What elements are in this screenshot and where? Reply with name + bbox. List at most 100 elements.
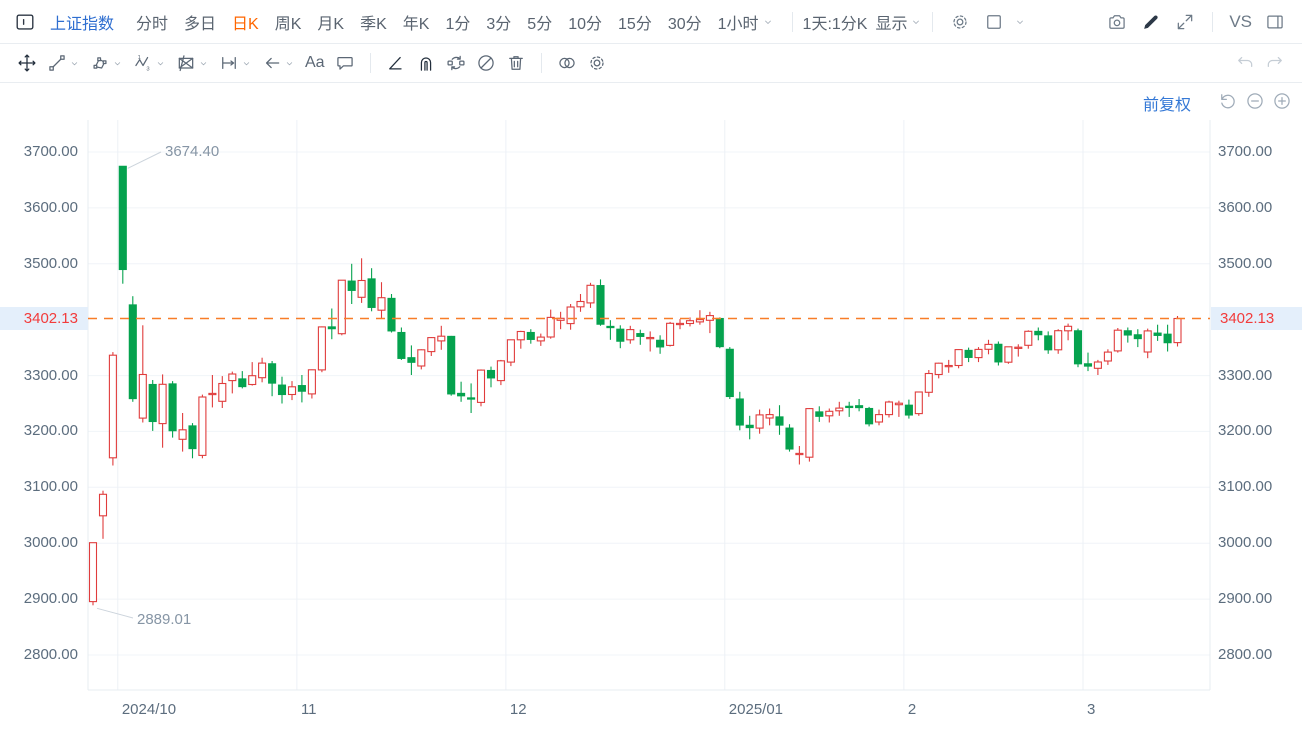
angle-line-icon[interactable]: [381, 53, 411, 73]
sync-drawings-icon[interactable]: [441, 53, 471, 73]
zoom-in-circle-icon[interactable]: [1272, 91, 1292, 111]
y-axis-tick: 3200.00: [1218, 422, 1273, 440]
chevron-down-icon[interactable]: [1014, 16, 1026, 28]
compare-overlay-icon[interactable]: [552, 53, 582, 73]
drawing-settings-gear-icon[interactable]: [582, 53, 612, 73]
y-axis-tick: 2800.00: [23, 646, 78, 663]
display-dropdown[interactable]: 显示: [875, 10, 922, 34]
chevron-down-icon[interactable]: [112, 58, 123, 69]
y-axis-tick: 3000.00: [1218, 534, 1273, 552]
separator: [1212, 11, 1214, 32]
trend-line-icon[interactable]: [42, 53, 85, 73]
zoom-out-circle-icon[interactable]: [1245, 91, 1265, 111]
low-annotation: 2889.01: [96, 607, 191, 628]
reset-view-icon[interactable]: [1218, 91, 1238, 111]
y-axis-tick: 2900.00: [1218, 590, 1273, 608]
tab-6[interactable]: 年K: [402, 15, 430, 33]
right-panel-icon[interactable]: [1262, 9, 1288, 35]
svg-text:2889.01: 2889.01: [137, 611, 191, 628]
chevron-down-icon[interactable]: [69, 58, 80, 69]
tab-7[interactable]: 1分: [445, 15, 471, 33]
x-axis-label: 2: [907, 701, 917, 718]
shape-polygon-icon[interactable]: [85, 53, 128, 73]
period-display-label: 1天:1分K: [802, 15, 868, 33]
separator: [540, 53, 542, 73]
comment-bubble-icon[interactable]: [330, 53, 360, 73]
delete-trash-icon[interactable]: [501, 53, 531, 73]
tab-13[interactable]: 1小时: [710, 10, 782, 34]
chevron-down-icon: [762, 16, 774, 28]
settings-gear-icon[interactable]: [947, 9, 973, 35]
undo-icon[interactable]: [1230, 53, 1260, 73]
tab-0[interactable]: 分时: [136, 15, 169, 33]
arrow-left-icon[interactable]: [257, 53, 300, 73]
y-axis-tick: 3100.00: [1218, 478, 1273, 496]
separator: [791, 11, 793, 32]
svg-text:3: 3: [146, 67, 149, 73]
x-axis-label: 2025/01: [728, 701, 784, 718]
tab-3[interactable]: 周K: [274, 15, 302, 33]
chevron-down-icon[interactable]: [284, 58, 295, 69]
high-annotation: 3674.40: [127, 143, 219, 169]
chevron-down-icon[interactable]: [198, 58, 209, 69]
price-adjustment-link[interactable]: 前复权: [1143, 97, 1192, 114]
tab-12[interactable]: 30分: [667, 15, 702, 33]
window-layout-icon[interactable]: [14, 11, 36, 33]
current-price-tag-left: 3402.13: [0, 306, 88, 330]
svg-text:3674.40: 3674.40: [165, 143, 219, 160]
pattern-rectangle-icon[interactable]: [171, 53, 214, 73]
top-toolbar: 上证指数 分时 多日 日K 周K 月K 季K 年K 1分 3分 5分 10分 15分 30分 1小时 1天…: [0, 0, 1302, 44]
move-crosshair-icon[interactable]: [12, 53, 42, 73]
tab-5[interactable]: 季K: [360, 15, 387, 33]
camera-icon[interactable]: [1104, 9, 1130, 35]
chevron-down-icon[interactable]: [155, 58, 166, 69]
text-tool[interactable]: Aa: [305, 54, 325, 71]
tab-1[interactable]: 多日: [184, 15, 217, 33]
magnet-icon[interactable]: [411, 53, 441, 73]
chevron-down-icon[interactable]: [241, 58, 252, 69]
tab-active-2[interactable]: 日K: [232, 15, 259, 33]
x-axis-label: 3: [1087, 701, 1096, 718]
separator: [932, 11, 934, 32]
tab-4[interactable]: 月K: [317, 15, 345, 33]
y-axis-tick: 3500.00: [23, 254, 78, 272]
y-axis-tick: 3300.00: [23, 366, 78, 384]
x-axis-label: 11: [300, 701, 317, 718]
chevron-down-icon: [910, 16, 922, 28]
svg-text:1: 1: [138, 55, 141, 61]
y-axis-tick: 3000.00: [23, 534, 78, 552]
month-gridlines: [117, 120, 1084, 690]
y-axis-tick: 3600.00: [23, 198, 78, 216]
y-axis-tick: 2900.00: [23, 590, 78, 608]
y-axis-tick: 3600.00: [1218, 198, 1273, 216]
x-axis-label: 12: [509, 701, 527, 718]
x-axis-label: 2024/10: [121, 701, 177, 718]
y-axis-tick: 3700.00: [1218, 143, 1273, 160]
vs-compare-button[interactable]: VS: [1229, 11, 1252, 31]
tab-10[interactable]: 10分: [568, 15, 603, 33]
redo-icon[interactable]: [1260, 53, 1290, 73]
candlestick-series: [88, 165, 1182, 606]
draw-pencil-icon[interactable]: [1138, 9, 1164, 35]
tab-8[interactable]: 3分: [486, 15, 512, 33]
y-axis-tick: 3700.00: [23, 143, 78, 160]
measure-range-icon[interactable]: [214, 53, 257, 73]
tab-9[interactable]: 5分: [527, 15, 553, 33]
y-axis-tick: 2800.00: [1218, 646, 1273, 663]
y-axis-tick: 3100.00: [23, 478, 78, 496]
y-axis-tick: 3300.00: [1218, 366, 1273, 384]
layout-square-icon[interactable]: [981, 9, 1007, 35]
display-dropdown-label: 显示: [875, 15, 908, 33]
y-axis-tick: 3500.00: [1218, 254, 1273, 272]
y-axis-tick: 3200.00: [23, 422, 78, 440]
tab-11[interactable]: 15分: [618, 15, 652, 33]
symbol-name[interactable]: 上证指数: [50, 15, 115, 33]
fullscreen-expand-icon[interactable]: [1172, 9, 1198, 35]
chart-zoom-controls: [1218, 91, 1292, 111]
period-tabs: 分时 多日 日K 周K 月K 季K 年K 1分 3分 5分 10分 15分 30分 1小时: [128, 0, 782, 43]
plot-border: [87, 120, 1211, 691]
hide-drawings-icon[interactable]: [471, 53, 501, 73]
separator: [369, 53, 371, 73]
